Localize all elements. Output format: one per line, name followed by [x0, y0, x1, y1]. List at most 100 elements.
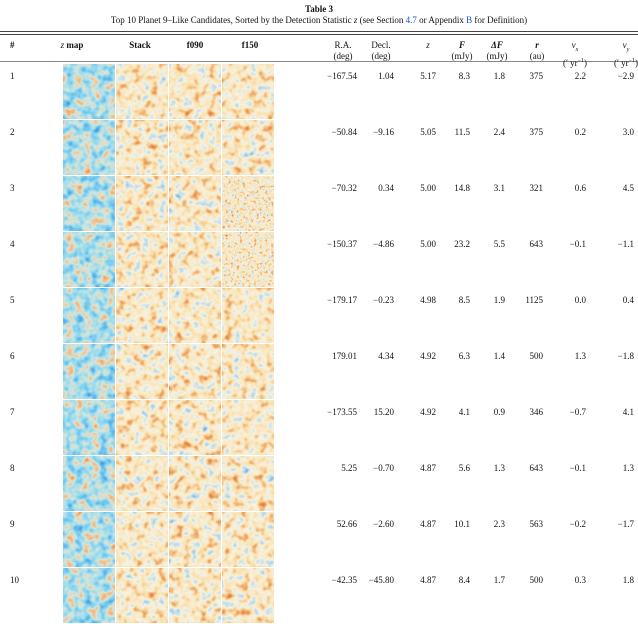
- row-number: 5: [10, 295, 15, 305]
- header-text: R.A.: [334, 40, 351, 50]
- cell: −42.35: [332, 575, 357, 585]
- header-text: Stack: [129, 40, 151, 50]
- cell: 1.3: [623, 463, 634, 473]
- header-unit: (deg): [334, 51, 353, 62]
- cell: 3.0: [623, 127, 634, 137]
- cell: 14.8: [454, 183, 470, 193]
- column-header: r(au): [530, 40, 545, 62]
- header-unit: (au): [530, 51, 545, 62]
- header-sub: y: [627, 47, 630, 53]
- column-header: F(mJy): [452, 40, 473, 62]
- header-unit: (deg): [371, 51, 390, 62]
- cell: 1.3: [494, 463, 505, 473]
- unit-text: (deg): [334, 51, 353, 61]
- cell: 0.0: [575, 295, 586, 305]
- cell: −2.60: [373, 519, 394, 529]
- thumbnail: [222, 64, 274, 119]
- thumbnail: [63, 120, 115, 175]
- cell: 500: [530, 575, 544, 585]
- cell: 0.4: [623, 295, 634, 305]
- cell: 4.92: [420, 407, 436, 417]
- thumbnail: [222, 288, 274, 343]
- header-unit: (′ yr−1): [563, 56, 587, 69]
- cell: −50.84: [332, 127, 357, 137]
- cell: 1.8: [623, 575, 634, 585]
- cell: −167.54: [327, 71, 357, 81]
- cell: 563: [530, 519, 544, 529]
- cell: 8.4: [459, 575, 470, 585]
- cell: 5.5: [494, 239, 505, 249]
- column-header: #: [10, 40, 15, 51]
- cell: 375: [530, 127, 544, 137]
- page: Table 3 Top 10 Planet 9–Like Candidates,…: [0, 0, 638, 624]
- cell: 643: [530, 463, 544, 473]
- header-name: F: [452, 40, 473, 51]
- thumbnail: [169, 288, 221, 343]
- cell: 4.1: [459, 407, 470, 417]
- unit-text: (deg): [372, 51, 391, 61]
- cell: 10.1: [454, 519, 470, 529]
- cell: −9.16: [373, 127, 394, 137]
- cell: 8.3: [459, 71, 470, 81]
- cell: −4.86: [373, 239, 394, 249]
- cell: −1.7: [618, 519, 634, 529]
- cell: −0.1: [570, 239, 586, 249]
- thumbnail: [169, 64, 221, 119]
- cell: 4.87: [420, 575, 436, 585]
- unit-text: (′ yr: [563, 58, 578, 68]
- cell: −45.80: [369, 575, 394, 585]
- column-header: z: [426, 40, 430, 51]
- unit-text: (au): [530, 51, 545, 61]
- row-number: 1: [10, 71, 15, 81]
- thumbnail: [169, 400, 221, 455]
- header-name: #: [10, 40, 15, 51]
- column-header: ΔF(mJy): [487, 40, 508, 62]
- cell: 1.9: [494, 295, 505, 305]
- cell: 5.25: [341, 463, 357, 473]
- thumbnail: [116, 120, 168, 175]
- cell: −0.70: [373, 463, 394, 473]
- cell: 4.98: [420, 295, 436, 305]
- header-text: z: [426, 40, 430, 50]
- unit-text: (′ yr: [614, 58, 629, 68]
- cell: 0.9: [494, 407, 505, 417]
- thumbnail: [63, 64, 115, 119]
- header-text: r: [535, 40, 539, 50]
- cell: 500: [530, 351, 544, 361]
- cell: 8.5: [459, 295, 470, 305]
- cell: 52.66: [337, 519, 357, 529]
- header-name: Decl.: [371, 40, 390, 51]
- column-header: f090: [187, 40, 204, 51]
- cell: 1125: [525, 295, 543, 305]
- thumbnail: [116, 400, 168, 455]
- unit-text: (mJy): [452, 51, 473, 61]
- thumbnail: [116, 344, 168, 399]
- header-text: Decl.: [371, 40, 390, 50]
- cell: 4.87: [420, 463, 436, 473]
- thumbnail: [63, 400, 115, 455]
- cell: 5.6: [459, 463, 470, 473]
- cell: 11.5: [455, 127, 470, 137]
- thumbnail: [116, 64, 168, 119]
- thumbnail: [222, 176, 274, 231]
- thumbnail: [63, 176, 115, 231]
- cell: −2.9: [618, 71, 634, 81]
- thumbnail: [63, 456, 115, 511]
- cell: 5.00: [420, 183, 436, 193]
- thumbnail: [169, 344, 221, 399]
- header-unit: (′ yr−1): [614, 56, 638, 69]
- cell: 2.3: [494, 519, 505, 529]
- thumbnail: [222, 400, 274, 455]
- header-text: f090: [187, 40, 204, 50]
- cell: −173.55: [327, 407, 357, 417]
- cell: −179.17: [327, 295, 357, 305]
- row-number: 3: [10, 183, 15, 193]
- header-sub: x: [576, 47, 579, 53]
- header-unit: (mJy): [487, 51, 508, 62]
- thumbnail: [169, 568, 221, 623]
- thumbnail: [116, 176, 168, 231]
- cell: 179.01: [332, 351, 357, 361]
- thumbnail: [116, 232, 168, 287]
- cell: 346: [530, 407, 544, 417]
- thumbnail: [116, 456, 168, 511]
